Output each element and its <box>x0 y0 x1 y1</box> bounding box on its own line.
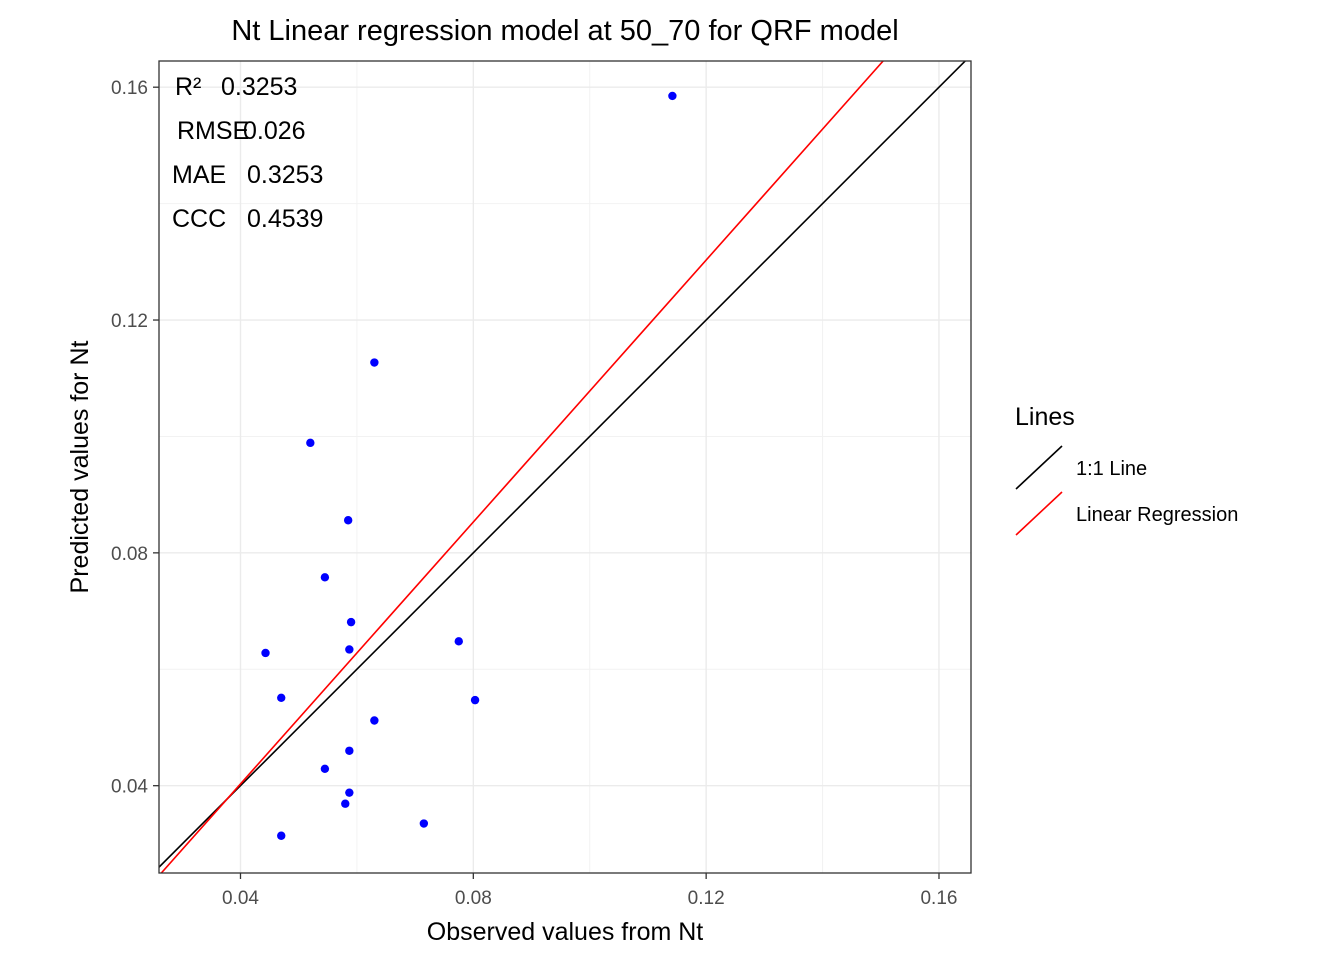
data-point <box>306 438 315 448</box>
x-axis-ticks: 0.04 0.08 0.12 0.16 <box>222 873 957 909</box>
x-tick-label: 0.08 <box>455 888 492 909</box>
data-point <box>320 764 330 774</box>
x-tick-label: 0.16 <box>920 888 957 909</box>
one-to-one-line <box>159 61 967 868</box>
plot-panel <box>159 61 971 873</box>
data-point <box>345 645 354 654</box>
x-tick-label: 0.12 <box>688 888 725 909</box>
x-tick-label: 0.04 <box>222 888 259 909</box>
x-axis-title: Observed values from Nt <box>427 918 704 946</box>
regression-line <box>160 61 885 873</box>
y-tick-label: 0.16 <box>111 78 148 99</box>
data-point <box>277 831 286 840</box>
data-point <box>346 617 356 627</box>
y-tick-label: 0.04 <box>111 777 148 798</box>
stat-value: 0.4539 <box>247 205 323 233</box>
y-axis-title: Predicted values for Nt <box>66 341 94 594</box>
legend-entry: 1:1 Line <box>1015 445 1147 490</box>
data-point <box>345 746 354 755</box>
data-point <box>343 516 353 525</box>
legend-title: Lines <box>1015 403 1075 431</box>
stat-label: RMSE <box>177 117 249 145</box>
data-point <box>320 573 330 582</box>
stat-value: 0.3253 <box>221 73 297 101</box>
data-point <box>370 358 379 367</box>
stat-label: MAE <box>172 161 226 189</box>
legend-entry: Linear Regression <box>1015 491 1238 536</box>
stat-annotation: MAE 0.3253 <box>172 161 323 189</box>
y-tick-label: 0.12 <box>111 311 148 332</box>
reference-lines <box>159 61 967 873</box>
data-point <box>668 91 677 101</box>
stat-value: 0.3253 <box>247 161 323 189</box>
data-point <box>277 693 286 702</box>
y-axis-ticks: 0.04 0.08 0.12 0.16 <box>111 78 159 798</box>
legend-label: Linear Regression <box>1076 504 1238 526</box>
stat-label: R² <box>175 73 201 101</box>
y-tick-label: 0.08 <box>111 544 148 565</box>
stat-annotation: CCC 0.4539 <box>172 205 323 233</box>
stat-value: 0.026 <box>243 117 306 145</box>
data-point <box>370 716 379 725</box>
data-point <box>470 695 480 705</box>
legend-key <box>1015 445 1063 490</box>
data-points <box>261 91 677 840</box>
data-point <box>345 788 354 797</box>
data-point <box>419 819 429 828</box>
legend-key <box>1015 491 1063 536</box>
legend: Lines 1:1 Line Linear Regression <box>1015 403 1238 536</box>
data-point <box>261 648 270 658</box>
data-point <box>341 799 350 808</box>
chart-title: Nt Linear regression model at 50_70 for … <box>231 15 898 47</box>
stat-label: CCC <box>172 205 226 233</box>
legend-label: 1:1 Line <box>1076 458 1147 480</box>
plot-border <box>158 60 972 874</box>
stat-annotation: R² 0.3253 <box>175 73 297 101</box>
grid-lines <box>159 61 971 873</box>
data-point <box>454 637 463 646</box>
